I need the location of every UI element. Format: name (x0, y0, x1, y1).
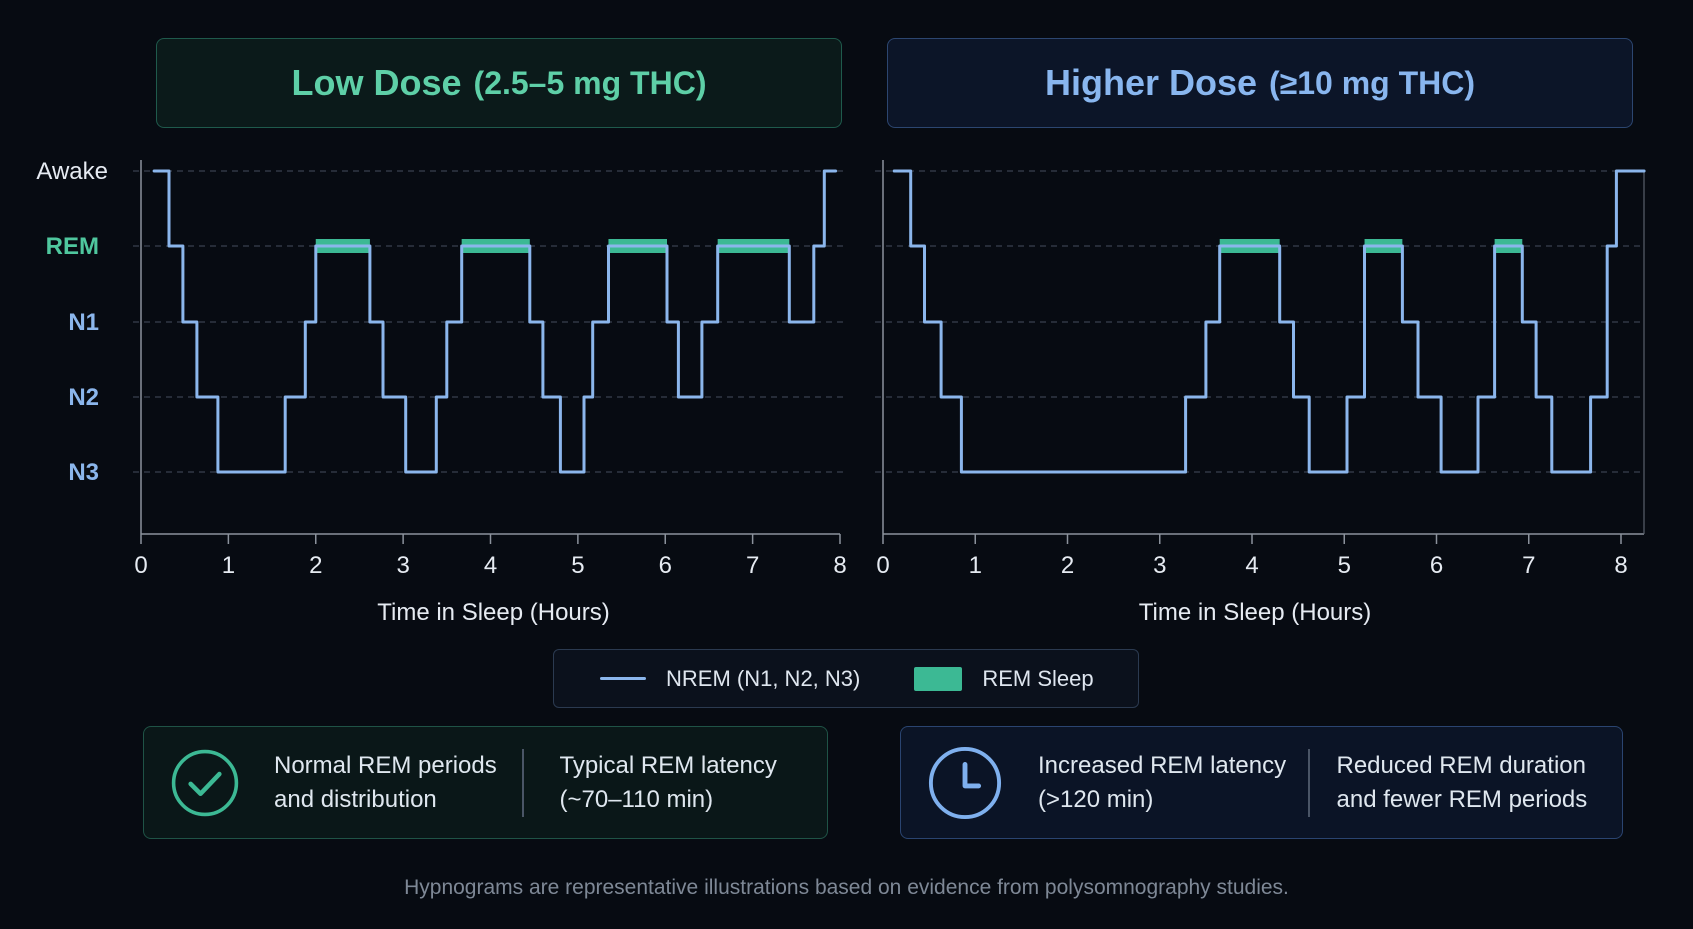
higher-dose-nrem-line (892, 169, 1646, 474)
footer-caption: Hypnograms are representative illustrati… (404, 876, 1289, 899)
higher-dose-title: Higher Dose (1044, 62, 1258, 103)
higher-dose-x-tick-label: 1 (969, 552, 982, 579)
y-tick-label-n3: N3 (68, 459, 99, 486)
low-dose-nrem-line (152, 169, 838, 474)
note-divider (1308, 748, 1310, 817)
clock-icon (927, 744, 1003, 822)
low-dose-x-tick-label: 0 (134, 552, 147, 579)
low-dose-note-latency: Typical REM latency (~70–110 min) (559, 751, 777, 813)
legend-rem-label: REM Sleep (982, 665, 1094, 691)
low-dose-x-tick-label: 5 (571, 552, 584, 579)
low-dose-x-tick-label: 3 (396, 552, 409, 579)
higher-dose-x-tick-label: 6 (1430, 552, 1443, 579)
y-tick-label-rem: REM (46, 233, 99, 260)
higher-dose-x-tick-label: 8 (1614, 552, 1627, 579)
low-dose-x-tick-label: 8 (833, 552, 846, 579)
higher-dose-note-duration: Reduced REM duration and fewer REM perio… (1336, 751, 1588, 813)
y-tick-label-awake: Awake (36, 158, 108, 185)
low-dose-note-rem-periods: Normal REM periods and distribution (274, 751, 497, 813)
higher-dose-x-tick-label: 4 (1245, 552, 1258, 579)
higher-dose-x-tick-label: 7 (1522, 552, 1535, 579)
higher-dose-summary: Increased REM latency (>120 min) Reduced… (900, 726, 1623, 839)
legend-nrem-swatch (600, 677, 646, 680)
y-tick-label-n2: N2 (68, 384, 99, 411)
hypnogram-charts: 0 1 2 3 4 5 6 7 8 Time in Sleep (Hours) Awake REM N1… (36, 158, 1646, 626)
y-tick-label-n1: N1 (68, 309, 99, 336)
low-dose-x-tick-label: 4 (484, 552, 497, 579)
low-dose-x-tick-label: 2 (309, 552, 322, 579)
low-dose-summary: Normal REM periods and distribution Typi… (143, 726, 828, 839)
legend: NREM (N1, N2, N3) REM Sleep (553, 649, 1139, 708)
low-dose-title: Low Dose (291, 62, 462, 103)
higher-dose-header: Higher Dose (≥10 mg THC) (887, 38, 1633, 128)
higher-dose-note-latency: Increased REM latency (>120 min) (1038, 751, 1287, 813)
check-circle-icon (170, 744, 240, 822)
legend-rem-swatch (914, 666, 963, 691)
low-dose-header: Low Dose (2.5–5 mg THC) (156, 38, 842, 128)
legend-nrem-label: NREM (N1, N2, N3) (666, 665, 861, 691)
higher-dose-x-axis-label: Time in Sleep (Hours) (1139, 599, 1372, 626)
note-divider (522, 748, 524, 817)
low-dose-subtitle: (2.5–5 mg THC) (473, 64, 707, 101)
higher-dose-subtitle: (≥10 mg THC) (1269, 64, 1476, 101)
low-dose-x-tick-label: 7 (746, 552, 759, 579)
higher-dose-x-tick-label: 2 (1061, 552, 1074, 579)
low-dose-x-tick-label: 6 (659, 552, 672, 579)
low-dose-x-tick-label: 1 (222, 552, 235, 579)
higher-dose-x-tick-label: 0 (876, 552, 889, 579)
low-dose-x-axis-label: Time in Sleep (Hours) (377, 599, 610, 626)
higher-dose-x-tick-label: 3 (1153, 552, 1166, 579)
higher-dose-x-tick-label: 5 (1338, 552, 1351, 579)
